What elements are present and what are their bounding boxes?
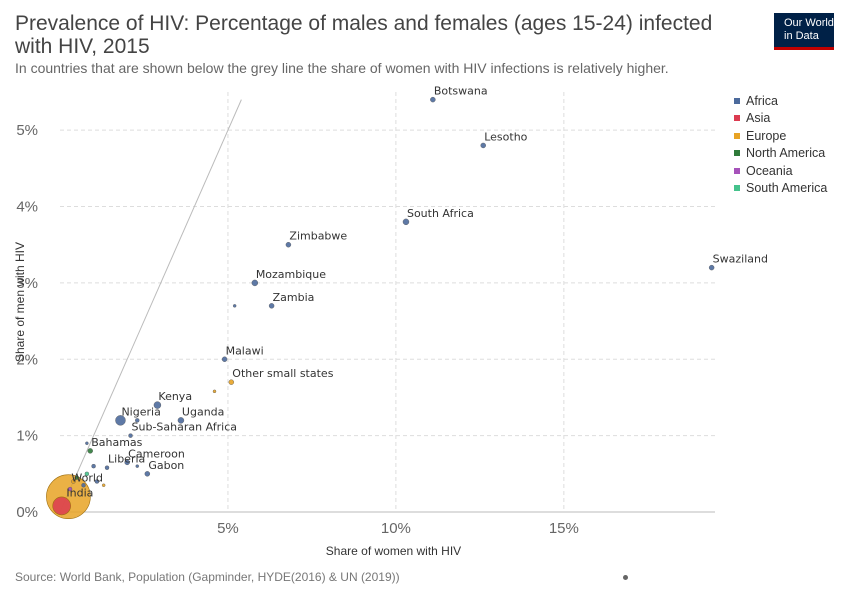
legend-swatch	[734, 150, 740, 157]
legend-swatch	[734, 185, 740, 192]
timeline-handle-icon[interactable]	[623, 575, 628, 580]
data-point[interactable]	[402, 218, 410, 226]
data-point[interactable]	[144, 471, 151, 477]
data-point[interactable]	[251, 279, 259, 287]
point-label: Mozambique	[256, 268, 326, 281]
point-label: Cameroon	[128, 447, 185, 460]
data-point[interactable]	[84, 471, 90, 477]
y-tick-label: 5%	[16, 122, 38, 139]
chart-title: Prevalence of HIV: Percentage of males a…	[15, 12, 713, 58]
data-point[interactable]	[135, 418, 140, 423]
legend-swatch	[734, 167, 740, 174]
data-point[interactable]	[268, 303, 275, 309]
point-label: Zimbabwe	[289, 230, 347, 243]
legend-item-europe[interactable]: Europe	[734, 127, 827, 145]
data-point[interactable]	[85, 441, 89, 445]
legend-item-south-america[interactable]: South America	[734, 180, 827, 198]
data-point[interactable]	[135, 464, 139, 468]
point-label: Swaziland	[713, 253, 768, 266]
data-point[interactable]	[212, 389, 217, 394]
point-label: Kenya	[158, 390, 192, 403]
logo-line-1: Our World	[784, 17, 834, 29]
x-tick-label: 5%	[217, 520, 239, 537]
data-point[interactable]	[128, 433, 133, 438]
point-label: Liberia	[108, 453, 145, 466]
data-point[interactable]	[177, 417, 185, 424]
legend-swatch	[734, 132, 740, 139]
point-label: World	[71, 471, 103, 484]
y-tick-label: 4%	[16, 199, 38, 216]
y-tick-label: 3%	[16, 275, 38, 292]
data-point[interactable]	[104, 465, 110, 470]
point-label: Bahamas	[91, 436, 142, 449]
data-point[interactable]	[115, 415, 126, 426]
point-label: Sub-Saharan Africa	[132, 421, 237, 434]
point-label: India	[66, 487, 93, 500]
data-point[interactable]	[708, 264, 715, 271]
data-point[interactable]	[285, 242, 292, 248]
equality-reference-line	[59, 99, 242, 513]
x-axis-title: Share of women with HIV	[326, 544, 461, 558]
y-tick-label: 1%	[16, 428, 38, 445]
point-label: South Africa	[407, 207, 474, 220]
legend-label: Africa	[746, 93, 778, 108]
point-label: Uganda	[182, 405, 224, 418]
legend-item-north-america[interactable]: North America	[734, 145, 827, 163]
chart-subtitle: In countries that are shown below the gr…	[15, 60, 669, 76]
data-point[interactable]	[74, 475, 79, 480]
data-point[interactable]	[221, 356, 228, 362]
y-tick-label: 2%	[16, 351, 38, 368]
legend-item-oceania[interactable]: Oceania	[734, 162, 827, 180]
point-label: Malawi	[226, 344, 264, 357]
data-point[interactable]	[52, 496, 71, 516]
data-point[interactable]	[124, 459, 130, 466]
legend-swatch	[734, 97, 740, 104]
data-point[interactable]	[91, 463, 96, 469]
point-label: Lesotho	[484, 130, 527, 143]
y-tick-label: 0%	[16, 504, 38, 521]
data-point[interactable]	[71, 479, 76, 484]
legend-swatch	[734, 115, 740, 122]
point-label: Nigeria	[121, 405, 160, 418]
legend-item-africa[interactable]: Africa	[734, 92, 827, 110]
legend-label: Asia	[746, 111, 771, 126]
point-label: Other small states	[232, 367, 333, 380]
data-point[interactable]	[87, 448, 93, 454]
data-point[interactable]	[81, 483, 86, 488]
legend-label: Europe	[746, 128, 787, 143]
point-label: Botswana	[434, 85, 488, 98]
data-point[interactable]	[228, 379, 235, 385]
legend-label: South America	[746, 181, 828, 196]
y-axis-title: Share of men with HIV	[13, 242, 27, 362]
legend-label: Oceania	[746, 163, 793, 178]
data-point[interactable]	[67, 486, 73, 492]
point-label: Gabon	[148, 459, 184, 472]
owid-logo[interactable]: Our World in Data	[774, 13, 834, 50]
point-label: Zambia	[273, 291, 315, 304]
source-note: Source: World Bank, Population (Gapminde…	[15, 570, 400, 584]
data-point[interactable]	[232, 304, 237, 308]
data-point[interactable]	[480, 142, 486, 149]
logo-line-2: in Data	[784, 30, 819, 42]
x-tick-label: 15%	[549, 520, 579, 537]
data-point[interactable]	[153, 401, 162, 409]
legend: Africa Asia Europe North America Oceania Sout…	[734, 92, 827, 197]
legend-label: North America	[746, 146, 826, 161]
x-tick-label: 10%	[381, 520, 411, 537]
data-point[interactable]	[94, 479, 100, 484]
data-point[interactable]	[101, 483, 106, 487]
legend-item-asia[interactable]: Asia	[734, 110, 827, 128]
data-point[interactable]	[430, 96, 436, 103]
